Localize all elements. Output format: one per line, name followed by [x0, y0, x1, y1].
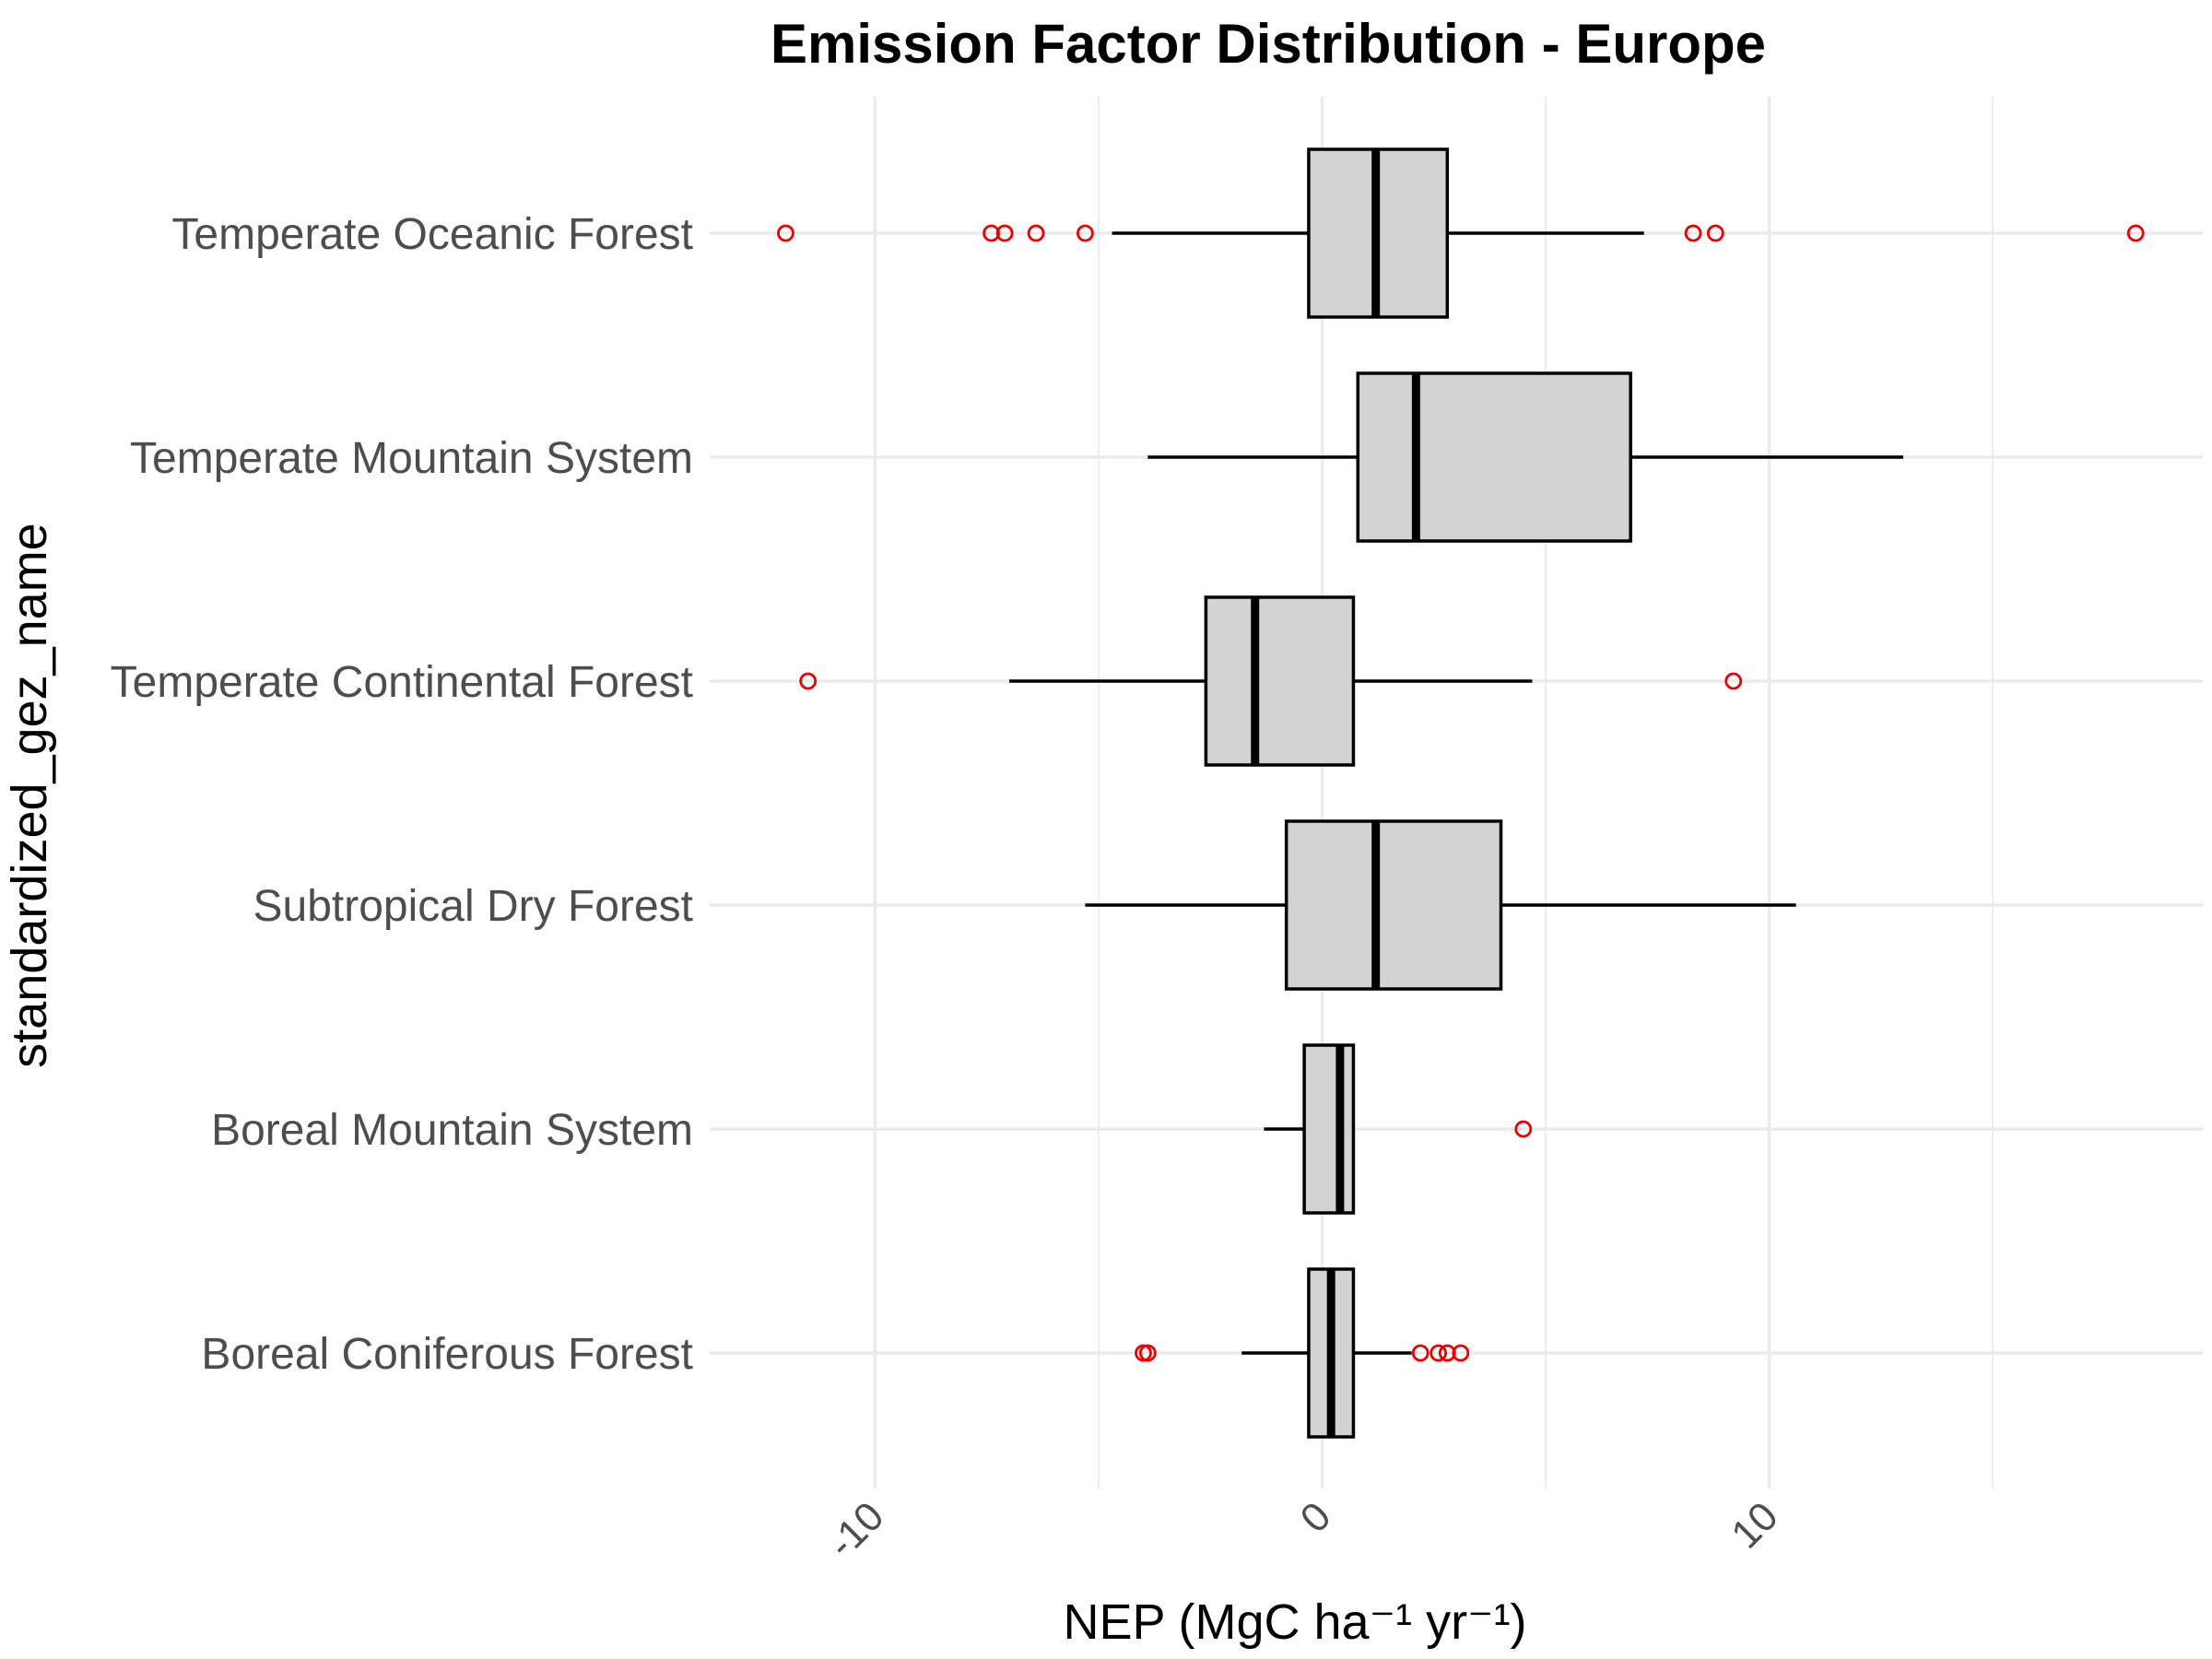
- y-axis-title: standardized_gez_name: [2, 523, 57, 1067]
- outlier-point: [799, 672, 818, 690]
- box-group: [1085, 819, 1796, 991]
- outlier-point: [2126, 224, 2145, 242]
- x-tick-label: 0: [1292, 1493, 1340, 1541]
- outlier-point: [1027, 224, 1045, 242]
- chart-title: Emission Factor Distribution - Europe: [771, 13, 1766, 75]
- y-axis-labels: Temperate Oceanic Forest Temperate Mounta…: [111, 210, 693, 1379]
- box: [1356, 371, 1632, 543]
- box: [1284, 819, 1503, 991]
- y-tick-label: Temperate Mountain System: [130, 434, 693, 483]
- outlier-point: [1452, 1344, 1470, 1362]
- boxes: [777, 147, 2145, 1439]
- outlier-point: [1684, 224, 1702, 242]
- y-tick-label: Boreal Mountain System: [211, 1106, 693, 1155]
- box-group: [799, 595, 1743, 767]
- box-group: [1147, 371, 1904, 543]
- outlier-point: [1430, 1344, 1447, 1362]
- outlier-point: [1138, 1344, 1157, 1362]
- outlier-point: [982, 224, 1000, 242]
- outlier-point: [995, 224, 1014, 242]
- y-tick-label: Subtropical Dry Forest: [253, 882, 694, 931]
- box: [1204, 595, 1356, 767]
- y-tick-label: Temperate Oceanic Forest: [171, 210, 693, 259]
- x-axis-labels: -10 0 10: [819, 1493, 1787, 1567]
- outlier-point: [1438, 1344, 1456, 1362]
- outlier-point: [1706, 224, 1724, 242]
- y-tick-label: Boreal Coniferous Forest: [201, 1330, 693, 1379]
- x-tick-label: -10: [819, 1493, 893, 1567]
- box: [1302, 1043, 1356, 1215]
- x-tick-label: 10: [1723, 1493, 1786, 1557]
- box-group: [1135, 1267, 1470, 1439]
- box-group: [1264, 1043, 1533, 1215]
- outlier-point: [777, 224, 794, 242]
- outlier-point: [1724, 672, 1743, 690]
- y-tick-label: Temperate Continental Forest: [111, 658, 693, 707]
- x-axis-title: NEP (MgC ha⁻¹ yr⁻¹): [1063, 1594, 1526, 1650]
- outlier-point: [1514, 1120, 1533, 1138]
- outlier-point: [1077, 224, 1094, 242]
- grid: [710, 97, 2203, 1488]
- outlier-point: [1411, 1344, 1430, 1362]
- box-group: [777, 147, 2145, 319]
